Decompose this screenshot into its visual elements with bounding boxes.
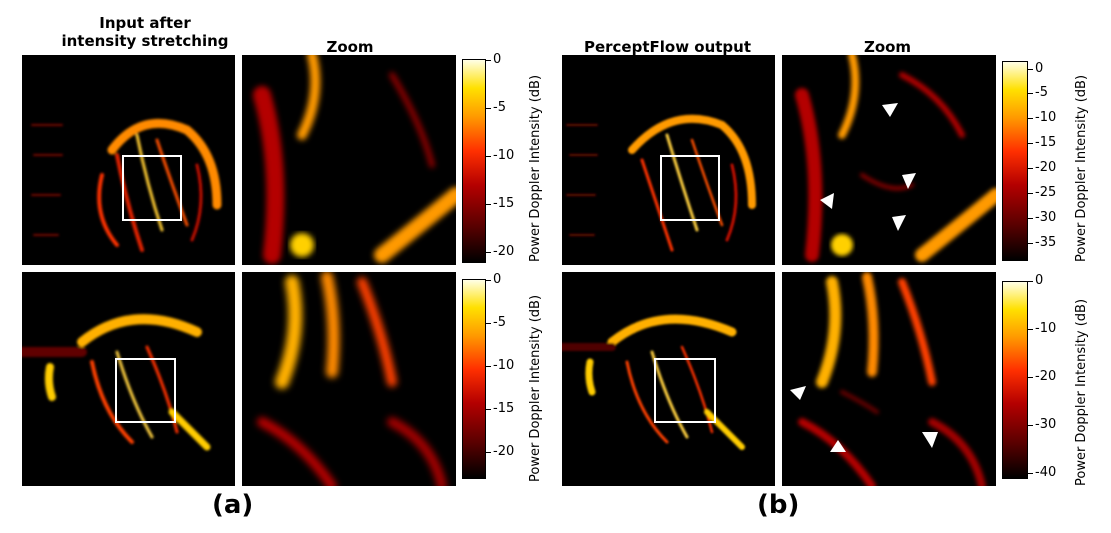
tick-label: -15: [485, 401, 515, 416]
tick-label: -20: [1027, 369, 1057, 384]
zoom-title-b: Zoom: [863, 38, 912, 56]
zoom-box: [654, 358, 716, 423]
tick-label: -30: [1027, 210, 1057, 225]
input-title: Input after intensity stretching: [61, 14, 229, 50]
input-image-top: [22, 55, 235, 265]
caption-b: (b): [757, 490, 800, 520]
arrowhead-marker: [790, 386, 806, 400]
output-image-bottom: [562, 272, 775, 486]
tick-label: 0: [485, 52, 502, 67]
tick-label: -10: [485, 148, 515, 163]
colorbar-b-top-label: Power Doppler Intensity (dB): [1074, 74, 1089, 262]
tick-label: -5: [1028, 85, 1048, 100]
colorbar-b-bottom: [1002, 281, 1028, 479]
caption-a: (a): [212, 490, 254, 520]
colorbar-a-top: [462, 59, 486, 263]
arrowhead-marker: [922, 432, 938, 448]
colorbar-b-bottom-label: Power Doppler Intensity (dB): [1074, 298, 1089, 486]
zoom-image-top-b: [782, 55, 996, 265]
colorbar-a-top-label: Power Doppler Intensity (dB): [528, 74, 543, 262]
tick-label: -20: [485, 444, 515, 459]
tick-label: 0: [1027, 61, 1044, 76]
tick-label: -35: [1027, 235, 1057, 250]
tick-label: -20: [1027, 160, 1057, 175]
colorbar-b-top: [1002, 61, 1028, 261]
zoom-title-a: Zoom: [326, 38, 374, 56]
tick-label: 0: [1027, 273, 1044, 288]
tick-label: -10: [485, 358, 515, 373]
zoom-image-bottom-a: [242, 272, 456, 486]
arrowhead-marker: [830, 440, 846, 452]
arrowhead-marker: [820, 193, 834, 209]
output-title: PerceptFlow output: [583, 38, 752, 56]
zoom-box: [660, 155, 720, 221]
arrowhead-marker: [882, 103, 898, 117]
zoom-image-top-a: [242, 55, 456, 265]
zoom-box: [115, 358, 176, 423]
input-image-bottom: [22, 272, 235, 486]
tick-label: -30: [1027, 417, 1057, 432]
arrowhead-marker: [892, 215, 906, 231]
tick-label: 0: [485, 272, 502, 287]
output-image-top: [562, 55, 775, 265]
zoom-image-bottom-b: [782, 272, 996, 486]
arrowhead-marker: [902, 173, 916, 189]
tick-label: -15: [1027, 135, 1057, 150]
tick-label: -5: [486, 315, 506, 330]
tick-label: -5: [486, 100, 506, 115]
tick-label: -20: [485, 244, 515, 259]
tick-label: -40: [1027, 465, 1057, 480]
tick-label: -10: [1027, 321, 1057, 336]
tick-label: -25: [1027, 185, 1057, 200]
tick-label: -15: [485, 196, 515, 211]
colorbar-a-bottom: [462, 279, 486, 479]
tick-label: -10: [1027, 110, 1057, 125]
zoom-box: [122, 155, 182, 221]
colorbar-a-bottom-label: Power Doppler Intensity (dB): [528, 294, 543, 482]
